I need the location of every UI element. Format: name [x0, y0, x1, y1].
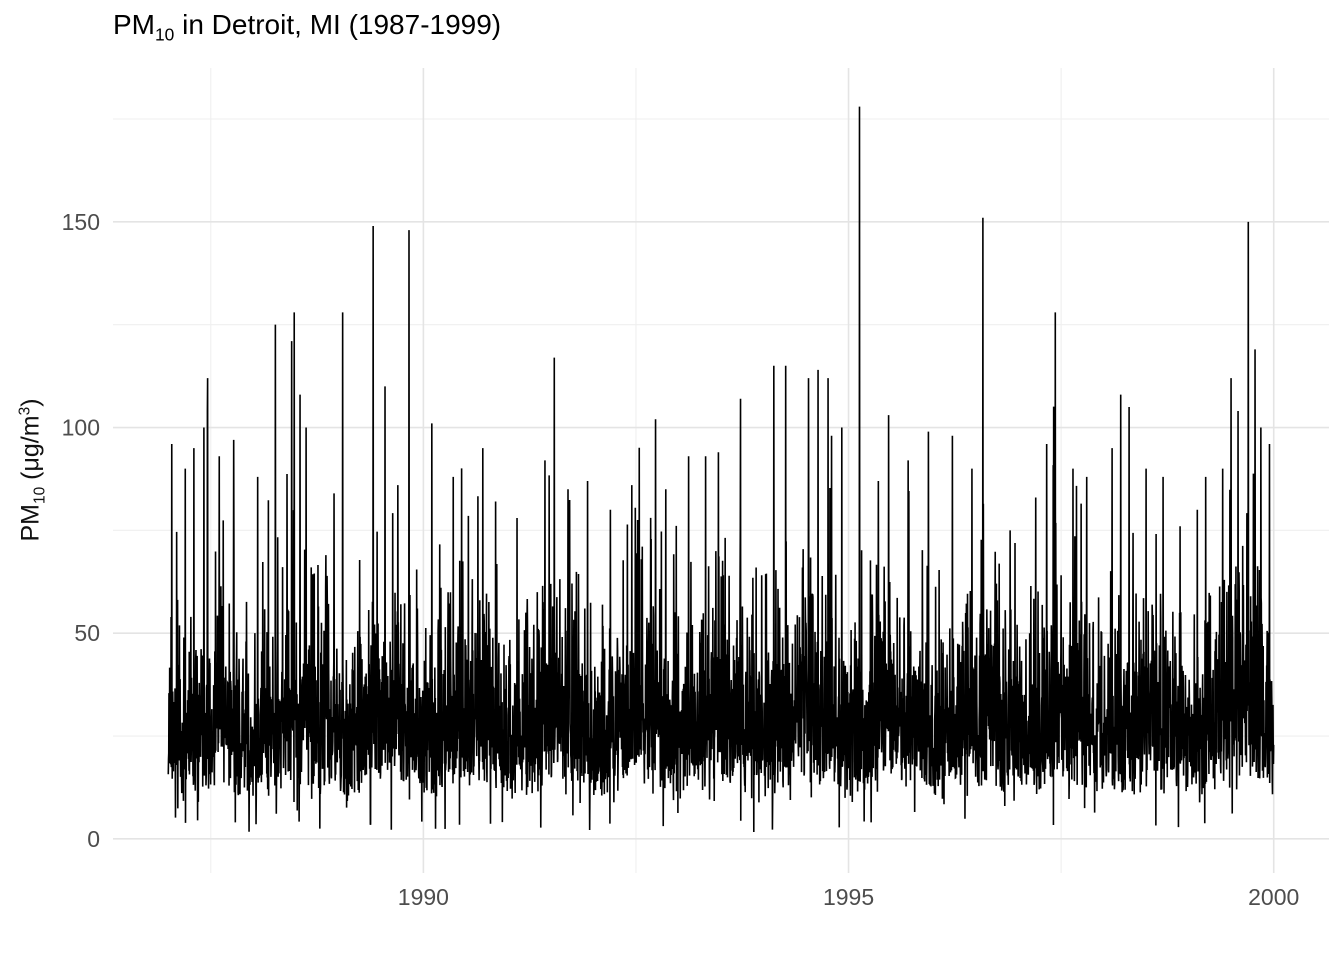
y-tick-labels: 0 50 100 150 — [62, 209, 100, 852]
y-tick-label: 50 — [74, 620, 100, 646]
chart-title-subscript: 10 — [155, 24, 175, 45]
y-tick-label: 100 — [62, 415, 100, 441]
x-tick-label: 1995 — [823, 884, 874, 910]
series-line — [167, 106, 1275, 832]
chart-title-suffix: in Detroit, MI (1987-1999) — [174, 9, 502, 40]
x-tick-label: 2000 — [1248, 884, 1299, 910]
chart-title: PM10 in Detroit, MI (1987-1999) — [113, 9, 501, 46]
x-tick-labels: 1990 1995 2000 — [398, 884, 1300, 910]
y-tick-label: 0 — [87, 826, 100, 852]
x-tick-label: 1990 — [398, 884, 449, 910]
chart-title-prefix: PM — [113, 9, 155, 40]
y-tick-label: 150 — [62, 209, 100, 235]
